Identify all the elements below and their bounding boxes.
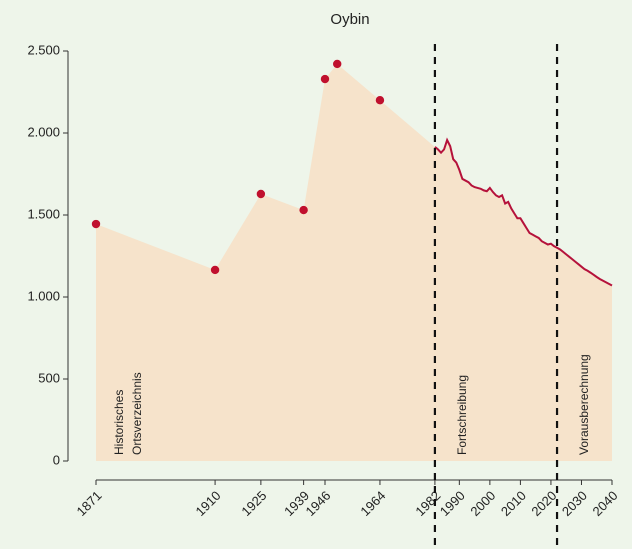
- x-tick-label: 2010: [498, 488, 529, 519]
- x-tick-label: 1982: [412, 488, 443, 519]
- data-point: [256, 189, 266, 199]
- period-label: Historisches: [112, 390, 126, 455]
- y-tick-label: 500: [38, 370, 60, 385]
- data-line: [434, 137, 613, 287]
- data-point: [375, 96, 385, 105]
- y-tick-label: 2.000: [27, 124, 60, 139]
- data-point: [299, 205, 308, 215]
- data-point: [210, 265, 220, 275]
- y-tick-label: 1.000: [27, 288, 60, 303]
- x-tick-label: 1910: [193, 488, 224, 519]
- x-tick-label: 1990: [437, 488, 468, 519]
- chart-title: Oybin: [330, 11, 369, 28]
- x-tick-label: 2020: [528, 488, 559, 519]
- period-label: Fortschreibung: [455, 375, 469, 455]
- x-tick-label: 1964: [357, 488, 388, 519]
- area: [96, 63, 612, 462]
- x-tick-label: 1925: [238, 488, 269, 519]
- x-tick-label: 1871: [73, 488, 104, 519]
- y-tick-label: 1.500: [27, 206, 60, 221]
- y-tick-label: 0: [53, 452, 60, 467]
- x-tick-label: 1946: [302, 488, 333, 519]
- data-point: [91, 219, 101, 229]
- data-point: [320, 74, 330, 84]
- data-point: [333, 59, 342, 69]
- x-tick-label: 2000: [467, 488, 498, 519]
- period-label: Ortsverzeichnis: [130, 372, 144, 455]
- x-tick-label: 2030: [559, 488, 590, 519]
- y-tick-label: 2.500: [27, 42, 60, 57]
- period-label: Vorausberechnung: [577, 354, 591, 455]
- x-tick-label: 2040: [589, 488, 620, 519]
